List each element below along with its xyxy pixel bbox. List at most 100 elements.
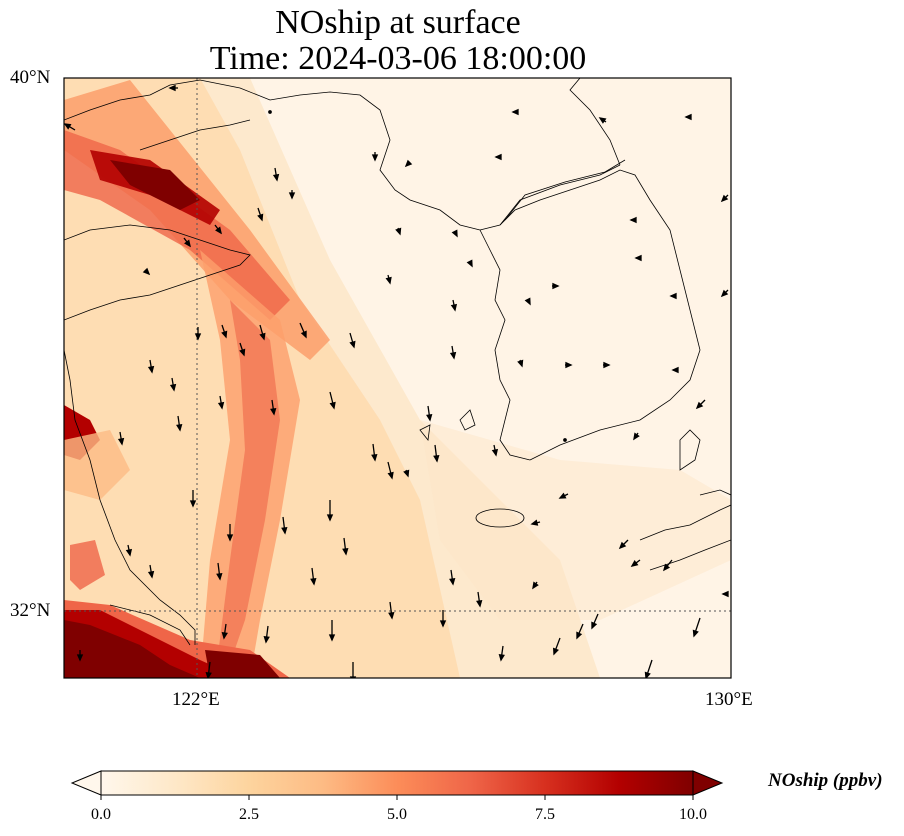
- wind-vector: [117, 431, 125, 446]
- wind-vector: [563, 438, 567, 442]
- wind-vector: [385, 274, 392, 285]
- wind-vector: [388, 601, 395, 620]
- wind-vector: [371, 152, 379, 162]
- wind-vector: [530, 519, 541, 526]
- wind-vector: [451, 229, 458, 238]
- wind-vector: [328, 620, 336, 642]
- wind-vector: [214, 224, 222, 235]
- wind-vector: [259, 324, 266, 341]
- wind-vector: [721, 590, 729, 598]
- colorbar-extend-low: [70, 770, 102, 796]
- concentration-field: [64, 78, 731, 678]
- wind-vector: [494, 153, 502, 161]
- map-subtitle-time: Time: 2024-03-06 18:00:00: [209, 40, 587, 77]
- colorbar-tick-10: 10.0: [679, 806, 707, 823]
- wind-vector: [216, 562, 223, 581]
- wind-vector: [449, 569, 456, 586]
- wind-vector: [671, 366, 679, 374]
- wind-vector: [64, 123, 76, 131]
- wind-vector: [270, 399, 277, 416]
- wind-vector: [491, 444, 499, 457]
- wind-vector: [147, 564, 155, 579]
- wind-vector: [669, 292, 677, 300]
- colorbar-tick-7-5: 7.5: [535, 806, 555, 823]
- lon-tick-130: 130°E: [705, 689, 753, 710]
- wind-vector: [598, 117, 607, 124]
- wind-vector: [426, 405, 433, 422]
- wind-vector: [644, 659, 653, 678]
- wind-vector: [720, 194, 729, 203]
- colorbar-label: NOship (ppbv): [768, 770, 883, 791]
- colorbar-tick-5: 5.0: [387, 806, 407, 823]
- wind-vector: [466, 259, 473, 268]
- wind-vector: [552, 282, 560, 290]
- wind-vector: [633, 432, 640, 441]
- wind-vector: [76, 650, 84, 662]
- wind-vector: [403, 469, 410, 478]
- wind-vector: [395, 227, 402, 236]
- wind-vector: [329, 391, 336, 410]
- wind-vector: [310, 567, 317, 586]
- wind-vectors: [64, 84, 729, 678]
- wind-vector: [498, 645, 505, 662]
- gridlines: [64, 78, 731, 678]
- wind-vector: [603, 361, 611, 369]
- lat-tick-32: 32°N: [10, 600, 51, 621]
- wind-vector: [695, 399, 706, 410]
- wind-vector: [299, 322, 307, 339]
- map-frame: [63, 77, 732, 679]
- wind-vector: [532, 581, 539, 590]
- wind-vector: [194, 327, 202, 341]
- wind-vector: [692, 617, 701, 638]
- wind-vector: [147, 359, 155, 374]
- wind-vector: [517, 359, 524, 368]
- wind-vector: [662, 559, 673, 572]
- colorbar-bar: [100, 770, 694, 796]
- wind-vector: [404, 159, 413, 168]
- wind-vector: [183, 237, 191, 248]
- wind-vector: [125, 544, 133, 557]
- wind-vector: [565, 361, 573, 369]
- wind-vector: [618, 539, 629, 550]
- wind-vector: [450, 299, 458, 312]
- colorbar: [70, 770, 724, 800]
- wind-vector: [433, 444, 440, 463]
- wind-vector: [387, 461, 394, 480]
- wind-vector: [552, 637, 561, 656]
- wind-vector: [239, 342, 246, 357]
- wind-vector: [169, 377, 177, 392]
- wind-vector: [371, 443, 378, 462]
- wind-vector: [524, 297, 531, 306]
- wind-vector: [217, 395, 225, 410]
- wind-vector: [205, 661, 212, 678]
- colorbar-extend-high: [692, 770, 724, 796]
- wind-vector: [142, 267, 151, 276]
- coastlines: [64, 78, 731, 646]
- wind-vector: [221, 623, 228, 640]
- wind-vector: [511, 108, 519, 116]
- wind-vector: [476, 591, 483, 608]
- wind-vector: [634, 254, 642, 262]
- wind-vector: [349, 332, 356, 349]
- wind-vector: [630, 559, 641, 567]
- wind-vector: [221, 324, 228, 339]
- wind-vector: [263, 625, 270, 644]
- wind-vector: [449, 345, 457, 360]
- wind-vector: [576, 623, 584, 640]
- wind-vector: [720, 289, 729, 298]
- wind-vector: [288, 190, 296, 200]
- wind-vector: [439, 610, 447, 628]
- wind-vector: [272, 167, 280, 182]
- wind-vector: [176, 415, 183, 432]
- wind-vector: [591, 613, 599, 630]
- wind-vector: [629, 216, 637, 224]
- wind-vector: [189, 490, 197, 508]
- wind-vector: [168, 84, 178, 92]
- wind-vector: [268, 110, 272, 114]
- lon-tick-122: 122°E: [172, 689, 220, 710]
- colorbar-tick-2-5: 2.5: [239, 806, 259, 823]
- lat-tick-40: 40°N: [10, 67, 51, 88]
- wind-vector: [558, 492, 569, 499]
- wind-vector: [326, 500, 334, 522]
